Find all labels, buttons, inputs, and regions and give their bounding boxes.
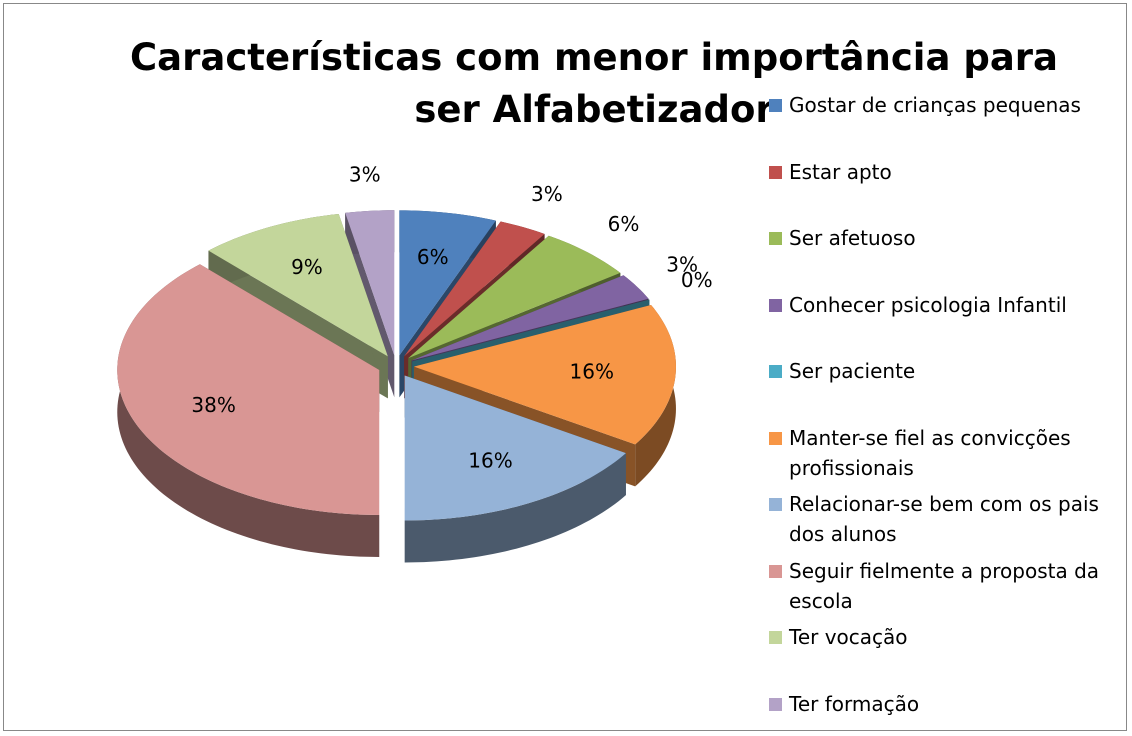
legend-swatch [769, 99, 782, 112]
legend-item: Conhecer psicologia Infantil [769, 290, 1124, 320]
pie-slice [412, 299, 650, 362]
legend-label: Conhecer psicologia Infantil [789, 292, 1067, 317]
legend-item: Ter vocação [769, 622, 1124, 652]
legend-label: Ter vocação [789, 625, 908, 649]
legend-swatch [769, 165, 782, 179]
pie-slice [408, 235, 621, 359]
legend-label: Manter-se fiel as convicções profissiona… [789, 425, 1071, 480]
legend-item: Manter-se fiel as convicções profissiona… [769, 423, 1124, 483]
legend-label: Ser afetuoso [789, 226, 916, 250]
data-label: 38% [191, 393, 235, 417]
pie-tops [117, 210, 676, 521]
legend-item: Ser afetuoso [769, 223, 1124, 253]
chart-title: Características com menor importância pa… [129, 36, 1059, 131]
legend-item: Ter formação [769, 689, 1124, 719]
pie-slice [411, 275, 649, 361]
data-label: 6% [417, 245, 449, 269]
legend-swatch [769, 365, 782, 378]
pie-slice [345, 210, 395, 356]
legend-label: Estar apto [789, 159, 892, 184]
legend-item: Gostar de crianças pequenas [769, 90, 1124, 120]
legend-swatch [769, 564, 782, 578]
legend-label: Seguir fielmente a proposta da escola [789, 558, 1100, 613]
legend-label: Ter formação [789, 691, 920, 716]
pie-slice [208, 213, 388, 357]
pie-slice [404, 375, 626, 521]
legend-swatch [769, 431, 782, 445]
data-label: 3% [349, 163, 381, 187]
legend-swatch [769, 631, 782, 644]
data-label: 16% [570, 359, 614, 383]
legend-swatch [769, 498, 782, 511]
chart-frame: 6% 3% 6% 3% 0% 16% 16% 38% 9% 3% Características … [3, 3, 1127, 731]
legend-item: Relacionar-se bem com os pais dos alunos [769, 489, 1124, 549]
chart: 6%3%6%3%0%16%16%38%9%3% [117, 163, 713, 563]
legend-label: Gostar de crianças pequenas [789, 93, 1081, 117]
legend-label: Relacionar-se bem com os pais dos alunos [789, 492, 1099, 546]
pie-slice [404, 221, 545, 357]
pie-slice [413, 304, 676, 445]
legend-item: Ser paciente [769, 356, 1124, 386]
legend-label: Ser paciente [789, 359, 916, 383]
data-label: 16% [468, 448, 512, 472]
data-label: 3% [531, 182, 563, 206]
pie-slice [117, 264, 380, 515]
data-label: 6% [608, 212, 640, 236]
data-label: 0% [681, 268, 713, 292]
legend-item: Estar apto [769, 157, 1124, 187]
legend-item: Seguir fielmente a proposta da escola [769, 556, 1124, 616]
data-label: 3% [666, 252, 698, 276]
legend-swatch [769, 298, 782, 312]
pie-slice [399, 210, 496, 356]
legend-swatch [769, 697, 782, 711]
legend-swatch [769, 232, 782, 245]
data-label: 9% [291, 255, 323, 279]
slice-side [117, 264, 380, 557]
slice-side [404, 453, 626, 563]
